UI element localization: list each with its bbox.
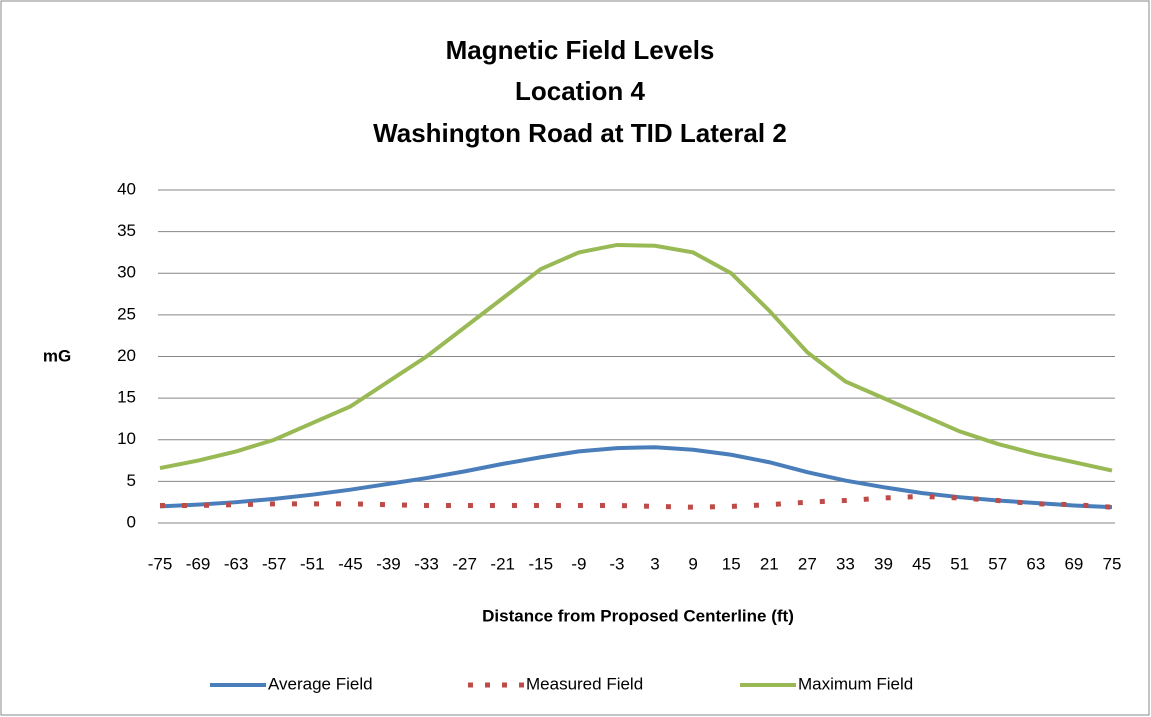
x-tick-label: -21 — [490, 554, 515, 573]
x-tick-label: 45 — [912, 554, 931, 573]
series-line — [160, 493, 1113, 510]
x-tick-label: -39 — [376, 554, 401, 573]
y-tick-label: 10 — [117, 429, 136, 448]
x-tick-label: -27 — [452, 554, 477, 573]
legend-label: Maximum Field — [798, 674, 913, 693]
y-tick-label: 15 — [117, 388, 136, 407]
x-tick-label: 33 — [836, 554, 855, 573]
x-tick-label: -9 — [571, 554, 586, 573]
y-tick-label: 25 — [117, 304, 136, 323]
chart-title: Location 4 — [515, 76, 646, 106]
x-tick-label: -15 — [529, 554, 554, 573]
x-tick-label: 21 — [760, 554, 779, 573]
x-tick-label: 69 — [1064, 554, 1083, 573]
x-tick-label: 75 — [1103, 554, 1122, 573]
y-tick-label: 35 — [117, 221, 136, 240]
x-tick-label: -51 — [300, 554, 325, 573]
x-tick-label: 27 — [798, 554, 817, 573]
legend-label: Measured Field — [526, 674, 643, 693]
x-tick-label: 39 — [874, 554, 893, 573]
x-tick-label: 63 — [1026, 554, 1045, 573]
x-tick-label: 3 — [650, 554, 659, 573]
y-tick-label: 40 — [117, 179, 136, 198]
x-tick-label: -75 — [148, 554, 173, 573]
x-tick-label: 15 — [722, 554, 741, 573]
series-line — [159, 242, 1113, 473]
y-tick-label: 0 — [127, 512, 136, 531]
x-tick-label: -63 — [224, 554, 249, 573]
y-tick-label: 30 — [117, 263, 136, 282]
x-tick-label: -69 — [186, 554, 211, 573]
x-tick-label: 57 — [988, 554, 1007, 573]
x-tick-label: -45 — [338, 554, 363, 573]
x-tick-label: -3 — [609, 554, 624, 573]
y-tick-label: 5 — [127, 471, 136, 490]
x-axis-title: Distance from Proposed Centerline (ft) — [482, 606, 794, 625]
y-tick-label: 20 — [117, 346, 136, 365]
chart-title: Washington Road at TID Lateral 2 — [373, 118, 787, 148]
x-tick-label: -57 — [262, 554, 287, 573]
x-tick-label: 9 — [688, 554, 697, 573]
legend-label: Average Field — [268, 674, 373, 693]
x-tick-label: -33 — [414, 554, 439, 573]
chart-title: Magnetic Field Levels — [446, 35, 715, 65]
x-tick-label: 51 — [950, 554, 969, 573]
y-axis-title: mG — [43, 346, 71, 365]
